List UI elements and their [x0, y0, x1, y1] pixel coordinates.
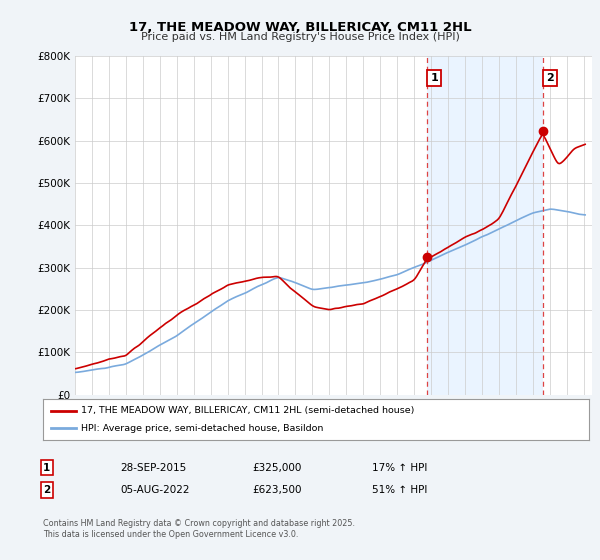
Bar [427, 56, 542, 395]
Text: 51% ↑ HPI: 51% ↑ HPI [372, 485, 427, 495]
Text: 2: 2 [43, 485, 50, 495]
Text: Price paid vs. HM Land Registry's House Price Index (HPI): Price paid vs. HM Land Registry's House … [140, 32, 460, 42]
Text: 17, THE MEADOW WAY, BILLERICAY, CM11 2HL: 17, THE MEADOW WAY, BILLERICAY, CM11 2HL [128, 21, 472, 34]
Text: 1: 1 [43, 463, 50, 473]
Text: 2: 2 [546, 73, 554, 83]
Text: 17% ↑ HPI: 17% ↑ HPI [372, 463, 427, 473]
Text: £325,000: £325,000 [252, 463, 301, 473]
Text: HPI: Average price, semi-detached house, Basildon: HPI: Average price, semi-detached house,… [82, 424, 324, 433]
Text: 1: 1 [430, 73, 438, 83]
Text: 17, THE MEADOW WAY, BILLERICAY, CM11 2HL (semi-detached house): 17, THE MEADOW WAY, BILLERICAY, CM11 2HL… [82, 406, 415, 415]
Text: Contains HM Land Registry data © Crown copyright and database right 2025.
This d: Contains HM Land Registry data © Crown c… [43, 520, 355, 539]
Text: 28-SEP-2015: 28-SEP-2015 [120, 463, 186, 473]
Text: 05-AUG-2022: 05-AUG-2022 [120, 485, 190, 495]
Text: £623,500: £623,500 [252, 485, 302, 495]
